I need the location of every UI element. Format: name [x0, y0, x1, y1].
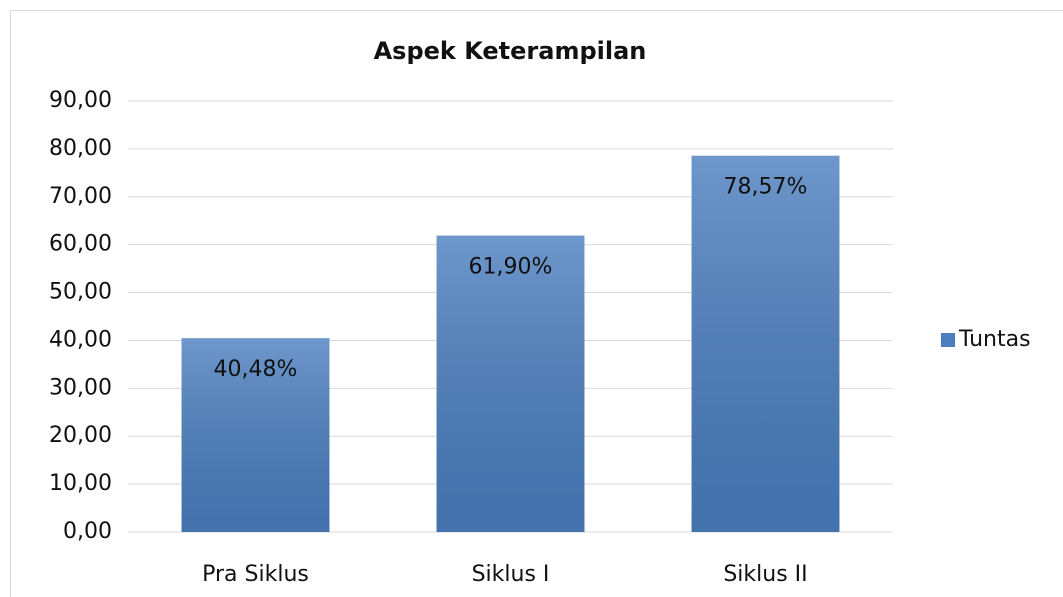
- bar-sheen: [181, 338, 330, 532]
- y-tick-label: 40,00: [49, 327, 112, 352]
- y-tick-label: 80,00: [49, 136, 112, 161]
- y-tick-label: 90,00: [49, 88, 112, 113]
- chart-title: Aspek Keterampilan: [374, 37, 647, 65]
- legend-label: Tuntas: [958, 327, 1031, 352]
- chart-frame: [10, 10, 1063, 597]
- y-tick-label: 20,00: [49, 423, 112, 448]
- x-tick-label: Pra Siklus: [202, 562, 309, 587]
- y-tick-label: 10,00: [49, 471, 112, 496]
- legend-swatch: [941, 333, 955, 347]
- y-tick-label: 0,00: [63, 519, 112, 544]
- data-label: 61,90%: [469, 255, 553, 280]
- y-tick-label: 70,00: [49, 184, 112, 209]
- bar-sheen: [691, 155, 840, 532]
- y-tick-label: 30,00: [49, 375, 112, 400]
- y-tick-label: 60,00: [49, 232, 112, 257]
- bar-sheen: [436, 235, 585, 532]
- data-label: 78,57%: [724, 175, 808, 200]
- y-tick-label: 50,00: [49, 280, 112, 305]
- x-tick-label: Siklus I: [472, 562, 550, 587]
- x-tick-label: Siklus II: [723, 562, 807, 587]
- data-label: 40,48%: [214, 357, 298, 382]
